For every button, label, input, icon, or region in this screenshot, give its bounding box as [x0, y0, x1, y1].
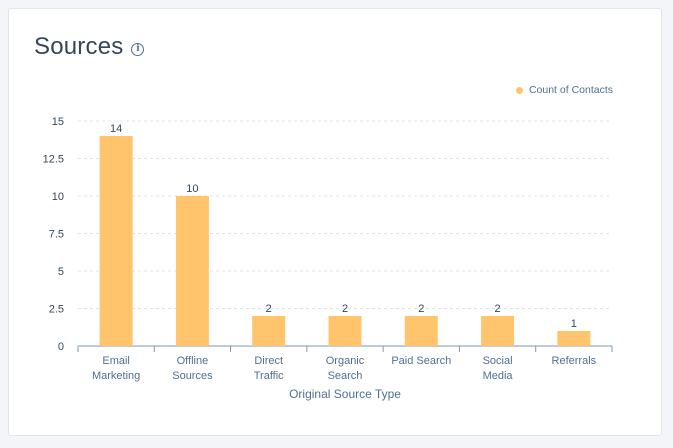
y-tick-label: 5	[58, 266, 64, 278]
bar	[99, 136, 133, 346]
x-category-label: Search	[328, 370, 363, 382]
x-category-label: Media	[483, 370, 514, 382]
bar	[404, 316, 438, 346]
x-axis-title: Original Source Type	[289, 387, 401, 401]
y-tick-label: 15	[52, 116, 64, 128]
x-category-label: Email	[102, 355, 130, 367]
bar	[557, 331, 591, 346]
bar	[252, 316, 286, 346]
card-title: Sources	[34, 33, 124, 60]
bar	[175, 196, 209, 346]
x-category-label: Marketing	[92, 370, 140, 382]
info-icon[interactable]: i	[131, 42, 145, 56]
x-category-label: Offline	[177, 355, 209, 367]
x-category-label: Organic	[326, 355, 365, 367]
y-tick-label: 12.5	[43, 154, 64, 166]
data-label: 14	[110, 123, 122, 135]
y-tick-label: 2.5	[49, 304, 64, 316]
legend-swatch	[515, 86, 523, 94]
y-tick-label: 7.5	[49, 229, 64, 241]
data-label: 1	[571, 318, 577, 330]
x-category-label: Referrals	[552, 355, 597, 367]
data-label: 10	[186, 183, 198, 195]
y-tick-label: 0	[58, 341, 64, 353]
bar	[328, 316, 362, 346]
data-label: 2	[495, 303, 501, 315]
bar	[481, 316, 515, 346]
x-category-label: Paid Search	[391, 355, 451, 367]
chart-legend: Count of Contacts	[515, 84, 613, 96]
data-label: 2	[266, 303, 272, 315]
card-header: Sources i	[34, 33, 145, 61]
x-category-label: Sources	[172, 370, 213, 382]
x-category-label: Social	[483, 355, 513, 367]
data-label: 2	[342, 303, 348, 315]
x-category-label: Traffic	[254, 370, 284, 382]
data-label: 2	[418, 303, 424, 315]
y-tick-label: 10	[52, 191, 64, 203]
legend-label[interactable]: Count of Contacts	[528, 84, 613, 96]
x-category-label: Direct	[254, 355, 283, 367]
